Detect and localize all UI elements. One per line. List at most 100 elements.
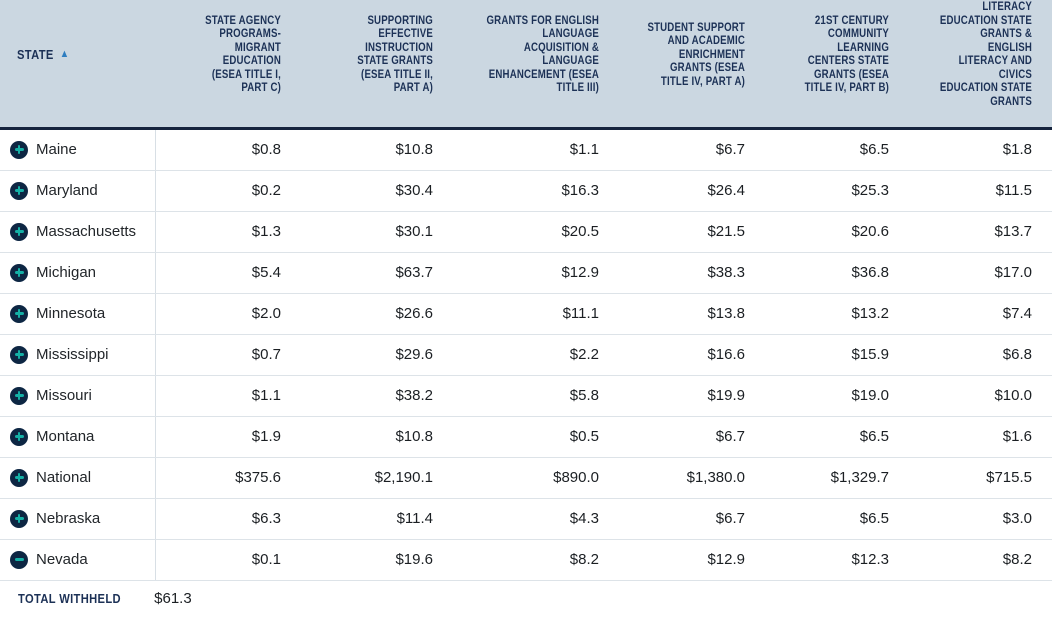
value-cell: $0.7 (155, 334, 301, 376)
table-row: Maine $0.8 $10.8 $1.1 $6.7 $6.5 $1.8 (0, 128, 1052, 171)
state-name: Mississippi (36, 346, 109, 363)
value-cell: $25.3 (765, 170, 909, 212)
value-cell: $30.4 (301, 170, 453, 212)
table-row: Montana $1.9 $10.8 $0.5 $6.7 $6.5 $1.6 (0, 416, 1052, 458)
value-cell: $1.1 (155, 375, 301, 417)
value-cell: $1.6 (909, 416, 1052, 458)
column-header-21st-century[interactable]: 21ST CENTURY COMMUNITY LEARNING CENTERS … (765, 0, 909, 130)
plus-icon (14, 473, 24, 482)
value-cell: $2.2 (453, 334, 619, 376)
state-name: Massachusetts (36, 223, 137, 240)
value-cell: $2.0 (155, 293, 301, 335)
value-cell: $890.0 (453, 457, 619, 499)
expand-row-button[interactable] (10, 222, 28, 241)
value-cell: $10.8 (301, 128, 453, 171)
value-cell: $715.5 (909, 457, 1052, 499)
column-header-literacy-education[interactable]: LITERACY EDUCATION STATE GRANTS & ENGLIS… (909, 0, 1052, 130)
state-name: Maryland (36, 182, 98, 199)
state-header-label: STATE (17, 47, 54, 63)
column-header-label: STATE AGENCY PROGRAMS- MIGRANT EDUCATION… (205, 14, 281, 95)
plus-icon (14, 350, 24, 359)
state-cell: Missouri (0, 375, 156, 417)
table-footer: TOTAL WITHHELD $61.3 (0, 580, 1052, 617)
sort-ascending-icon: ▲ (59, 48, 70, 61)
value-cell: $6.5 (765, 128, 909, 171)
plus-icon (14, 432, 24, 441)
value-cell: $26.6 (301, 293, 453, 335)
column-header-label: 21ST CENTURY COMMUNITY LEARNING CENTERS … (804, 14, 889, 95)
column-header-migrant-education[interactable]: STATE AGENCY PROGRAMS- MIGRANT EDUCATION… (155, 0, 301, 130)
plus-icon (14, 145, 24, 154)
column-header-effective-instruction[interactable]: SUPPORTING EFFECTIVE INSTRUCTION STATE G… (301, 0, 453, 130)
expand-row-button[interactable] (10, 468, 28, 487)
value-cell: $0.2 (155, 170, 301, 212)
value-cell: $20.5 (453, 211, 619, 253)
value-cell: $21.5 (619, 211, 765, 253)
total-withheld-label: TOTAL WITHHELD (18, 590, 121, 606)
state-name: Minnesota (36, 305, 106, 322)
expand-row-button[interactable] (10, 427, 28, 446)
value-cell: $12.3 (765, 539, 909, 581)
value-cell: $0.5 (453, 416, 619, 458)
expand-row-button[interactable] (10, 181, 28, 200)
column-header-english-language[interactable]: GRANTS FOR ENGLISH LANGUAGE ACQUISITION … (453, 0, 619, 130)
table-row: Nevada $0.1 $19.6 $8.2 $12.9 $12.3 $8.2 (0, 539, 1052, 581)
expand-row-button[interactable] (10, 304, 28, 323)
value-cell: $13.2 (765, 293, 909, 335)
value-cell: $13.8 (619, 293, 765, 335)
state-cell: Nevada (0, 539, 156, 581)
state-cell: Maryland (0, 170, 156, 212)
state-name: Nevada (36, 551, 88, 568)
value-cell: $1,380.0 (619, 457, 765, 499)
table-row: Mississippi $0.7 $29.6 $2.2 $16.6 $15.9 … (0, 334, 1052, 376)
column-header-label: SUPPORTING EFFECTIVE INSTRUCTION STATE G… (357, 14, 433, 95)
state-name: Montana (36, 428, 95, 445)
state-cell: Montana (0, 416, 156, 458)
value-cell: $7.4 (909, 293, 1052, 335)
value-cell: $5.4 (155, 252, 301, 294)
value-cell: $16.3 (453, 170, 619, 212)
value-cell: $38.2 (301, 375, 453, 417)
state-cell: Massachusetts (0, 211, 156, 253)
table-row: Missouri $1.1 $38.2 $5.8 $19.9 $19.0 $10… (0, 375, 1052, 417)
value-cell: $63.7 (301, 252, 453, 294)
value-cell: $2,190.1 (301, 457, 453, 499)
state-cell: National (0, 457, 156, 499)
column-header-state[interactable]: STATE ▲ (0, 0, 155, 130)
value-cell: $4.3 (453, 498, 619, 540)
state-name: Michigan (36, 264, 97, 281)
plus-icon (14, 227, 24, 236)
expand-row-button[interactable] (10, 509, 28, 528)
expand-row-button[interactable] (10, 386, 28, 405)
value-cell: $26.4 (619, 170, 765, 212)
value-cell: $6.7 (619, 498, 765, 540)
value-cell: $6.5 (765, 498, 909, 540)
column-header-student-support[interactable]: STUDENT SUPPORT AND ACADEMIC ENRICHMENT … (619, 0, 765, 130)
value-cell: $1.1 (453, 128, 619, 171)
column-header-label: GRANTS FOR ENGLISH LANGUAGE ACQUISITION … (486, 14, 599, 95)
value-cell: $36.8 (765, 252, 909, 294)
value-cell: $19.9 (619, 375, 765, 417)
table-row: Minnesota $2.0 $26.6 $11.1 $13.8 $13.2 $… (0, 293, 1052, 335)
table-row: National $375.6 $2,190.1 $890.0 $1,380.0… (0, 457, 1052, 499)
minus-icon (14, 555, 24, 564)
expand-row-button[interactable] (10, 550, 28, 569)
plus-icon (14, 186, 24, 195)
state-cell: Maine (0, 128, 156, 171)
value-cell: $6.7 (619, 128, 765, 171)
value-cell: $16.6 (619, 334, 765, 376)
expand-row-button[interactable] (10, 345, 28, 364)
value-cell: $10.0 (909, 375, 1052, 417)
table-row: Massachusetts $1.3 $30.1 $20.5 $21.5 $20… (0, 211, 1052, 253)
expand-row-button[interactable] (10, 140, 28, 159)
column-header-label: STUDENT SUPPORT AND ACADEMIC ENRICHMENT … (647, 21, 745, 88)
state-cell: Mississippi (0, 334, 156, 376)
state-name: Missouri (36, 387, 92, 404)
value-cell: $12.9 (619, 539, 765, 581)
value-cell: $30.1 (301, 211, 453, 253)
value-cell: $6.5 (765, 416, 909, 458)
expand-row-button[interactable] (10, 263, 28, 282)
table-row: Nebraska $6.3 $11.4 $4.3 $6.7 $6.5 $3.0 (0, 498, 1052, 540)
value-cell: $1.3 (155, 211, 301, 253)
